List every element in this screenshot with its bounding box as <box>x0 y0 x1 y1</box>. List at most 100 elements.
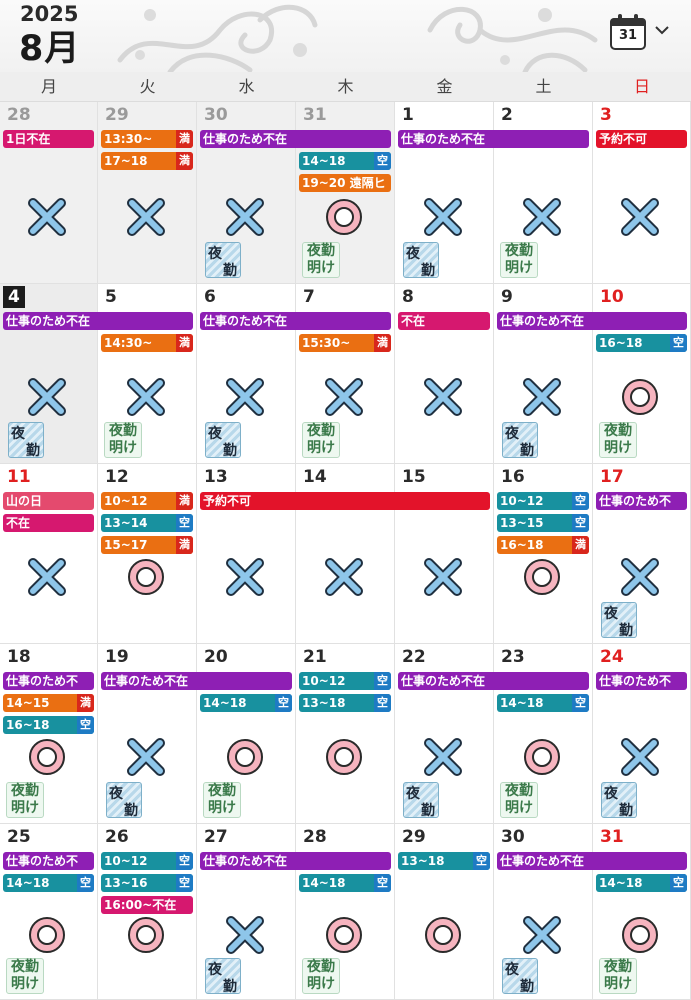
unavailable-cross-icon <box>28 558 66 597</box>
full-status-tag: 満 <box>572 536 589 554</box>
day-cell[interactable]: 12 <box>98 464 197 644</box>
night-shift-badge: 夜勤 <box>205 958 241 995</box>
night-shift-badge: 夜勤 <box>502 422 538 459</box>
night-shift-badge: 夜勤 <box>8 422 44 459</box>
day-cell[interactable]: 22 夜勤 <box>395 644 494 824</box>
calendar-event[interactable]: 不在 <box>3 514 94 532</box>
day-cell[interactable]: 5 夜勤 明け <box>98 284 197 464</box>
calendar-event[interactable]: 14:30~ 満 <box>101 334 193 352</box>
day-cell[interactable]: 29 <box>395 824 494 1000</box>
calendar-event[interactable]: 仕事のため不 <box>3 672 94 690</box>
day-cell[interactable]: 30 夜勤 <box>494 824 593 1000</box>
calendar-event[interactable]: 10~12 空 <box>299 672 391 690</box>
calendar-event[interactable]: 15~17 満 <box>101 536 193 554</box>
calendar-event[interactable]: 山の日 <box>3 492 94 510</box>
day-cell[interactable]: 25 夜勤 明け <box>0 824 98 1000</box>
calendar-event[interactable]: 14~18 空 <box>299 152 391 170</box>
calendar-event[interactable]: 10~12 空 <box>497 492 589 510</box>
calendar-event[interactable]: 仕事のため不 <box>596 672 687 690</box>
calendar-event[interactable]: 不在 <box>398 312 490 330</box>
day-cell[interactable]: 28 夜勤 明け <box>296 824 395 1000</box>
calendar-event[interactable]: 仕事のため不在 <box>200 312 391 330</box>
calendar-event[interactable]: 13~15 空 <box>497 514 589 532</box>
unavailable-cross-icon <box>28 197 66 236</box>
calendar-event[interactable]: 13~16 空 <box>101 874 193 892</box>
calendar-event[interactable]: 1日不在 <box>3 130 94 148</box>
day-cell[interactable]: 11 <box>0 464 98 644</box>
date-number: 19 <box>105 647 129 667</box>
day-cell[interactable]: 10 夜勤 明け <box>593 284 691 464</box>
calendar-event[interactable]: 16:00~不在 <box>101 896 193 914</box>
calendar-event[interactable]: 16~18 満 <box>497 536 589 554</box>
chevron-down-icon[interactable] <box>654 22 670 38</box>
calendar-event[interactable]: 仕事のため不 <box>3 852 94 870</box>
vacant-status-tag: 空 <box>670 874 687 892</box>
calendar-event[interactable]: 仕事のため不在 <box>3 312 193 330</box>
calendar-event[interactable]: 仕事のため不在 <box>200 130 391 148</box>
calendar-event[interactable]: 19~20 遠隔ヒ <box>299 174 391 192</box>
calendar-event[interactable]: 15:30~ 満 <box>299 334 391 352</box>
calendar-event[interactable]: 14~18 空 <box>200 694 292 712</box>
calendar-icon[interactable]: 31 <box>608 14 648 51</box>
calendar-event[interactable]: 予約不可 <box>596 130 687 148</box>
after-night-shift-badge-text: 夜勤 <box>307 243 335 259</box>
day-cell[interactable]: 17 夜勤 <box>593 464 691 644</box>
day-cell[interactable]: 6 夜勤 <box>197 284 296 464</box>
date-number: 28 <box>7 105 31 125</box>
night-shift-badge: 夜勤 <box>403 782 439 819</box>
after-night-shift-badge: 夜勤 明け <box>302 422 340 458</box>
day-cell[interactable]: 4 夜勤 <box>0 284 98 464</box>
calendar-event[interactable]: 予約不可 <box>200 492 490 510</box>
calendar-event[interactable]: 16~18 空 <box>596 334 687 352</box>
calendar-event-label: 16~18 <box>6 718 50 732</box>
calendar-event[interactable]: 14~15 満 <box>3 694 94 712</box>
calendar-event[interactable]: 14~18 空 <box>596 874 687 892</box>
calendar-event[interactable]: 仕事のため不在 <box>101 672 292 690</box>
day-cell[interactable]: 21 <box>296 644 395 824</box>
available-circle-icon <box>424 916 461 953</box>
calendar-event[interactable]: 17~18 満 <box>101 152 193 170</box>
calendar-event[interactable]: 13:30~ 満 <box>101 130 193 148</box>
day-cell[interactable]: 15 <box>395 464 494 644</box>
day-cell[interactable]: 8 <box>395 284 494 464</box>
unavailable-cross-icon <box>225 197 264 236</box>
unavailable-cross-icon <box>423 558 462 597</box>
calendar-event-label: 仕事のため不在 <box>203 314 288 328</box>
day-cell[interactable]: 31 夜勤 明け <box>593 824 691 1000</box>
day-cell[interactable]: 18 夜勤 明け <box>0 644 98 824</box>
day-cell[interactable]: 14 <box>296 464 395 644</box>
day-cell[interactable]: 13 <box>197 464 296 644</box>
calendar-event-label: 14~18 <box>500 696 544 710</box>
day-cell[interactable]: 16 <box>494 464 593 644</box>
calendar-event[interactable]: 10~12 満 <box>101 492 193 510</box>
day-cell[interactable]: 24 夜勤 <box>593 644 691 824</box>
after-night-shift-badge-text: 夜勤 <box>208 783 236 799</box>
calendar-event[interactable]: 16~18 空 <box>3 716 94 734</box>
day-cell[interactable]: 20 夜勤 明け <box>197 644 296 824</box>
after-night-shift-badge-text: 夜勤 <box>505 243 533 259</box>
day-cell[interactable]: 27 夜勤 <box>197 824 296 1000</box>
calendar-event[interactable]: 14~18 空 <box>3 874 94 892</box>
day-cell[interactable]: 19 夜勤 <box>98 644 197 824</box>
night-shift-badge-text: 夜 <box>604 606 618 622</box>
calendar-event[interactable]: 仕事のため不在 <box>497 312 687 330</box>
calendar-event[interactable]: 13~18 空 <box>299 694 391 712</box>
night-shift-badge-text: 夜 <box>604 786 618 802</box>
calendar-event[interactable]: 仕事のため不在 <box>200 852 391 870</box>
calendar-event[interactable]: 10~12 空 <box>101 852 193 870</box>
day-cell[interactable]: 9 夜勤 <box>494 284 593 464</box>
calendar-event[interactable]: 仕事のため不 <box>596 492 687 510</box>
calendar-event[interactable]: 13~18 空 <box>398 852 490 870</box>
day-cell[interactable]: 23 夜勤 明け <box>494 644 593 824</box>
calendar-event-label: 10~12 <box>500 494 544 508</box>
night-shift-badge: 夜勤 <box>205 242 241 279</box>
calendar-event[interactable]: 14~18 空 <box>299 874 391 892</box>
calendar-event[interactable]: 14~18 空 <box>497 694 589 712</box>
calendar-event[interactable]: 13~14 空 <box>101 514 193 532</box>
calendar-event[interactable]: 仕事のため不在 <box>497 852 687 870</box>
day-cell[interactable]: 7 夜勤 明け <box>296 284 395 464</box>
calendar-event[interactable]: 仕事のため不在 <box>398 130 589 148</box>
calendar-event[interactable]: 仕事のため不在 <box>398 672 589 690</box>
night-shift-badge: 夜勤 <box>205 422 241 459</box>
available-circle-icon <box>325 916 362 953</box>
